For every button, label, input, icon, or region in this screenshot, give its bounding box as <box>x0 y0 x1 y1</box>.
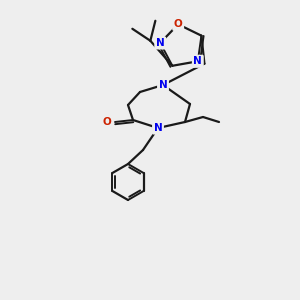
Text: O: O <box>174 19 183 29</box>
Text: N: N <box>154 123 162 133</box>
Text: N: N <box>194 56 202 66</box>
Text: O: O <box>103 117 111 127</box>
Text: N: N <box>159 80 167 90</box>
Text: N: N <box>156 38 165 48</box>
